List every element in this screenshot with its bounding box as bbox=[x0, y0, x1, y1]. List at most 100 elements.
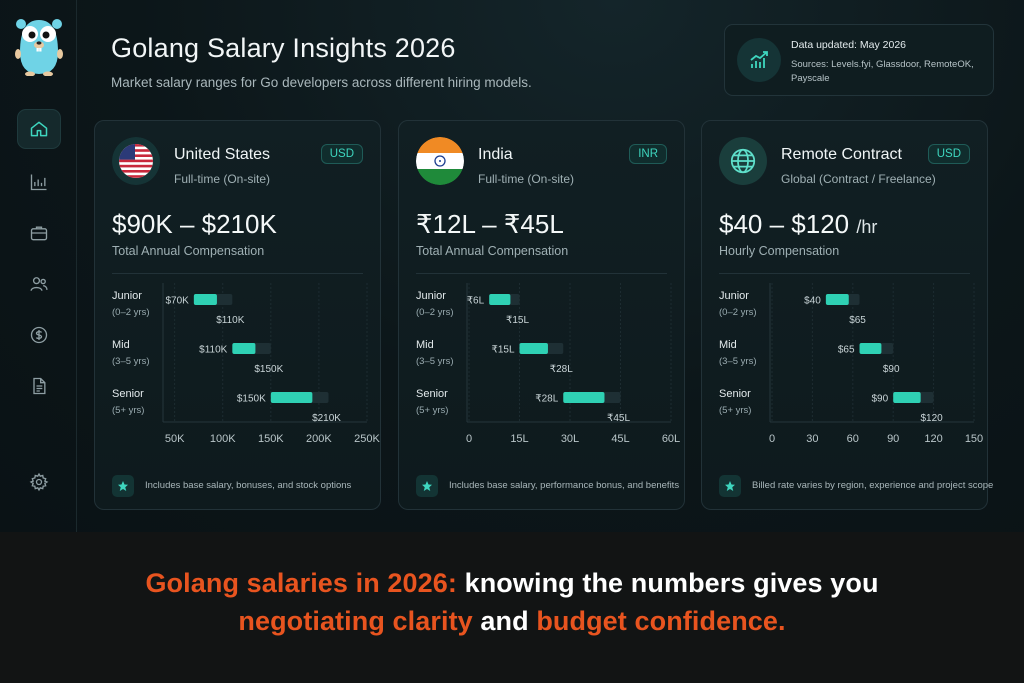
low-value-label: $70K bbox=[165, 296, 189, 307]
category-sub-label: (0–2 yrs) bbox=[719, 307, 756, 318]
trend-up-icon bbox=[737, 38, 781, 82]
star-icon bbox=[416, 475, 438, 497]
x-tick-label: 120 bbox=[924, 433, 942, 445]
salary-range-chart: 0 15L 30L 45L 60L Junior (0–2 yrs) ₹6L ₹15L Mid (3… bbox=[416, 283, 680, 445]
employment-type: Full-time (On-site) bbox=[478, 172, 575, 186]
star-icon bbox=[112, 475, 134, 497]
page-subtitle: Market salary ranges for Go developers a… bbox=[111, 75, 532, 90]
category-sub-label: (5+ yrs) bbox=[719, 405, 751, 416]
divider bbox=[416, 273, 667, 274]
salary-range-chart: 50K 100K 150K 200K 250K Junior (0–2 yrs) $70K $1… bbox=[112, 283, 381, 445]
x-tick-label: 45L bbox=[611, 433, 629, 445]
data-updated-date: Data updated: May 2026 bbox=[791, 39, 906, 51]
x-tick-label: 60 bbox=[847, 433, 859, 445]
home-icon bbox=[30, 121, 48, 137]
high-value-label: ₹45L bbox=[607, 413, 630, 424]
nav-home[interactable] bbox=[17, 109, 61, 149]
category-label: Mid bbox=[416, 339, 434, 351]
nav-analytics[interactable] bbox=[17, 162, 61, 202]
x-tick-label: 150 bbox=[965, 433, 983, 445]
nav-salary[interactable] bbox=[17, 315, 61, 355]
tagline-banner: Golang salaries in 2026: knowing the num… bbox=[0, 532, 1024, 683]
category-sub-label: (5+ yrs) bbox=[112, 405, 144, 416]
tagline-highlight: negotiating clarity bbox=[238, 606, 473, 636]
low-value-label: ₹6L bbox=[467, 296, 485, 307]
tagline-line-2: negotiating clarity and budget confidenc… bbox=[0, 606, 1024, 637]
category-label: Mid bbox=[112, 339, 130, 351]
range-bar bbox=[859, 343, 882, 354]
low-value-label: $40 bbox=[804, 296, 821, 307]
x-tick-label: 50K bbox=[165, 433, 185, 445]
high-value-label: ₹15L bbox=[506, 315, 529, 326]
salary-range-value: $40 – $120 bbox=[719, 209, 850, 239]
page-title: Golang Salary Insights 2026 bbox=[111, 33, 456, 63]
tagline-highlight: Golang salaries in 2026: bbox=[145, 568, 457, 598]
country-name: India bbox=[478, 146, 513, 163]
low-value-label: $150K bbox=[237, 394, 266, 405]
compensation-label: Total Annual Compensation bbox=[112, 244, 265, 258]
category-label: Junior bbox=[719, 290, 749, 302]
category-sub-label: (0–2 yrs) bbox=[112, 307, 149, 318]
star-icon bbox=[719, 475, 741, 497]
currency-badge: USD bbox=[927, 144, 970, 164]
range-bar bbox=[825, 294, 849, 305]
salary-range-value: ₹12L – ₹45L bbox=[416, 209, 564, 239]
tagline-line-1: Golang salaries in 2026: knowing the num… bbox=[0, 568, 1024, 599]
compensation-note: Includes base salary, performance bonus,… bbox=[449, 480, 680, 491]
divider bbox=[719, 273, 970, 274]
category-sub-label: (0–2 yrs) bbox=[416, 307, 453, 318]
range-bar bbox=[519, 343, 548, 354]
document-icon bbox=[33, 377, 46, 395]
compensation-label: Total Annual Compensation bbox=[416, 244, 569, 258]
x-tick-label: 100K bbox=[210, 433, 236, 445]
compensation-label: Hourly Compensation bbox=[719, 244, 840, 258]
x-tick-label: 15L bbox=[510, 433, 528, 445]
category-sub-label: (3–5 yrs) bbox=[112, 356, 149, 367]
tagline-text: knowing the numbers gives you bbox=[456, 568, 879, 598]
divider bbox=[112, 273, 363, 274]
category-sub-label: (3–5 yrs) bbox=[719, 356, 756, 367]
india-flag-icon bbox=[416, 137, 464, 185]
low-value-label: $90 bbox=[872, 394, 889, 405]
x-tick-label: 90 bbox=[887, 433, 899, 445]
nav-reports[interactable] bbox=[17, 366, 61, 406]
high-value-label: ₹28L bbox=[550, 364, 573, 375]
category-sub-label: (5+ yrs) bbox=[416, 405, 448, 416]
x-tick-label: 30 bbox=[806, 433, 818, 445]
high-value-label: $150K bbox=[254, 364, 283, 375]
x-tick-label: 150K bbox=[258, 433, 284, 445]
high-value-label: $65 bbox=[849, 315, 866, 326]
salary-card-us: United States Full-time (On-site) USD $9… bbox=[94, 120, 381, 510]
tagline-text: and bbox=[472, 606, 537, 636]
category-label: Junior bbox=[112, 290, 142, 302]
country-name: Remote Contract bbox=[781, 146, 902, 163]
dollar-icon bbox=[30, 326, 48, 344]
country-name: United States bbox=[174, 146, 271, 163]
gopher-logo-icon bbox=[15, 19, 63, 76]
category-label: Senior bbox=[416, 388, 448, 400]
app-window: Golang Salary Insights 2026 Market salar… bbox=[0, 0, 1024, 532]
category-label: Mid bbox=[719, 339, 737, 351]
low-value-label: $110K bbox=[199, 345, 228, 356]
salary-card-remote: Remote Contract Global (Contract / Freel… bbox=[701, 120, 993, 510]
x-tick-label: 60L bbox=[662, 433, 680, 445]
compensation-note: Billed rate varies by region, experience… bbox=[752, 480, 994, 491]
category-label: Senior bbox=[719, 388, 751, 400]
range-bar bbox=[232, 343, 256, 354]
employment-type: Global (Contract / Freelance) bbox=[781, 172, 936, 186]
range-unit: /hr bbox=[856, 217, 878, 237]
gear-icon bbox=[29, 472, 49, 492]
x-tick-label: 0 bbox=[466, 433, 472, 445]
nav-people[interactable] bbox=[17, 264, 61, 304]
globe-icon bbox=[719, 137, 767, 185]
range-bar bbox=[893, 392, 921, 403]
category-sub-label: (3–5 yrs) bbox=[416, 356, 453, 367]
nav-jobs[interactable] bbox=[17, 213, 61, 253]
x-tick-label: 250K bbox=[354, 433, 380, 445]
nav-settings[interactable] bbox=[17, 462, 61, 502]
x-tick-label: 0 bbox=[769, 433, 775, 445]
salary-range: ₹12L – ₹45L bbox=[416, 209, 564, 240]
briefcase-icon bbox=[30, 226, 48, 241]
category-label: Senior bbox=[112, 388, 144, 400]
compensation-note: Includes base salary, bonuses, and stock… bbox=[145, 480, 352, 491]
